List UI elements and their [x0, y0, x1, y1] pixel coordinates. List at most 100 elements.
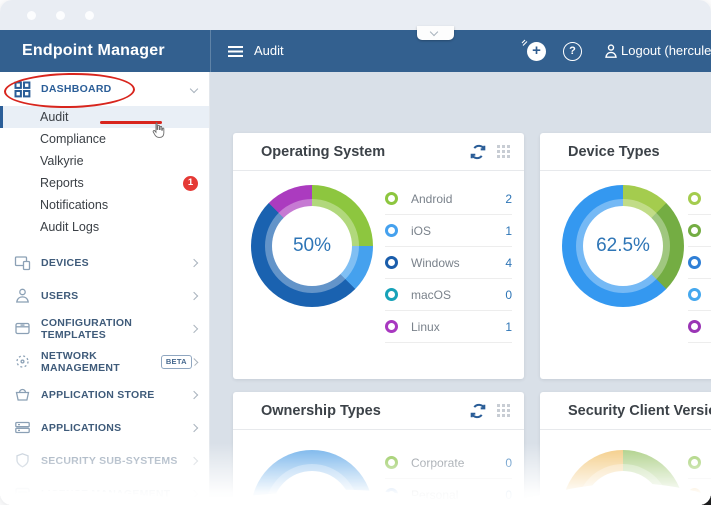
license-icon	[14, 485, 32, 503]
legend-row[interactable]	[688, 311, 711, 343]
grid-menu-icon[interactable]	[497, 145, 510, 158]
legend-row[interactable]: Windows 4	[385, 247, 512, 279]
window-titlebar	[0, 0, 711, 30]
card-operating-system: Operating System 50% Android 2	[233, 133, 524, 379]
legend-ring-icon	[688, 488, 701, 501]
network-icon	[14, 353, 32, 371]
legend-label: Linux	[411, 319, 440, 334]
chevron-right-icon	[189, 258, 199, 267]
store-basket-icon	[14, 386, 32, 404]
legend-row[interactable]: iOS 1	[385, 215, 512, 247]
window-control-dot[interactable]	[85, 11, 94, 20]
ownership-legend: Corporate 0 Personal 0	[385, 447, 512, 505]
refresh-icon[interactable]	[469, 402, 487, 420]
devices-icon	[14, 254, 32, 272]
sidebar-item-network-management[interactable]: NETWORK MANAGEMENT BETA	[0, 345, 209, 378]
page-title: Audit	[254, 43, 284, 58]
help-button[interactable]: ?	[563, 42, 582, 61]
legend-value[interactable]: 0	[505, 487, 512, 502]
os-donut-chart[interactable]: 50%	[251, 185, 373, 307]
legend-row[interactable]: Linux 1	[385, 311, 512, 343]
legend-row[interactable]: Personal 0	[385, 479, 512, 505]
sidebar-item-compliance[interactable]: Compliance	[0, 128, 209, 150]
legend-value[interactable]: 2	[505, 191, 512, 206]
chevron-right-icon	[189, 456, 199, 465]
legend-row[interactable]: macOS 0	[385, 279, 512, 311]
window-control-dot[interactable]	[27, 11, 36, 20]
sidebar-item-label: LICENSE MANAGEMENT	[41, 487, 171, 500]
grid-menu-icon[interactable]	[497, 404, 510, 417]
sidebar-item-users[interactable]: USERS	[0, 279, 209, 312]
sidebar-item-label: NETWORK MANAGEMENT	[41, 349, 120, 374]
sidebar-item-label: USERS	[41, 289, 79, 302]
legend-value[interactable]: 1	[505, 223, 512, 238]
sidebar-item-label: APPLICATION STORE	[41, 388, 155, 401]
legend-value[interactable]: 0	[505, 455, 512, 470]
legend-value[interactable]: 1	[505, 319, 512, 334]
sidebar-item-valkyrie[interactable]: Valkyrie	[0, 150, 209, 172]
users-icon	[14, 287, 32, 305]
header-pulldown-tab[interactable]	[417, 26, 454, 40]
sidebar-subitem-label: Audit Logs	[40, 220, 100, 234]
beta-badge: BETA	[160, 354, 192, 369]
sidebar: DASHBOARD Audit Compliance Valkyrie Repo…	[0, 72, 210, 505]
card-security-client-version: Security Client Version (	[540, 392, 711, 505]
app-header: Endpoint Manager Audit + ? Logout (hercu…	[0, 30, 711, 72]
legend-row[interactable]	[688, 247, 711, 279]
legend-ring-icon	[688, 456, 701, 469]
os-legend: Android 2 iOS 1 Windows 4	[385, 183, 512, 343]
sidebar-item-audit-logs[interactable]: Audit Logs	[0, 216, 209, 238]
chevron-right-icon	[189, 324, 199, 333]
legend-label: iOS	[411, 223, 432, 238]
sidebar-item-application-store[interactable]: APPLICATION STORE	[0, 378, 209, 411]
legend-value[interactable]: 4	[505, 255, 512, 270]
donut-center-value: 62.5%	[596, 235, 650, 256]
sidebar-item-audit[interactable]: Audit	[0, 106, 209, 128]
sidebar-item-label: DASHBOARD	[41, 83, 112, 95]
sidebar-item-configuration-templates[interactable]: CONFIGURATION TEMPLATES	[0, 312, 209, 345]
legend-row[interactable]	[688, 447, 711, 479]
sidebar-item-devices[interactable]: DEVICES	[0, 246, 209, 279]
legend-ring-icon	[688, 224, 701, 237]
chevron-down-icon	[429, 27, 439, 37]
legend-row[interactable]	[688, 183, 711, 215]
chevron-right-icon	[189, 489, 199, 498]
sidebar-subitem-label: Valkyrie	[40, 154, 84, 168]
sidebar-item-label: CONFIGURATION TEMPLATES	[41, 316, 133, 341]
menu-hamburger-icon[interactable]	[228, 46, 243, 49]
legend-ring-icon	[385, 192, 398, 205]
device-types-legend	[688, 183, 711, 343]
card-header: Security Client Version (	[540, 392, 711, 430]
donut-center-value: 50%	[292, 235, 332, 256]
security-client-donut-chart[interactable]	[562, 450, 684, 505]
legend-ring-icon	[688, 192, 701, 205]
sidebar-item-license-management[interactable]: LICENSE MANAGEMENT	[0, 477, 209, 505]
dashboard-content: Operating System 50% Android 2	[210, 72, 711, 505]
ownership-donut-chart[interactable]	[251, 450, 373, 505]
templates-icon	[14, 320, 32, 338]
legend-row[interactable]	[688, 279, 711, 311]
annotation-underline	[100, 121, 162, 124]
card-device-types: Device Types 62.5%	[540, 133, 711, 379]
legend-label: Android	[411, 191, 453, 206]
legend-value[interactable]: 0	[505, 287, 512, 302]
legend-ring-icon	[385, 288, 398, 301]
enroll-device-button[interactable]: +	[527, 42, 546, 61]
sidebar-item-notifications[interactable]: Notifications	[0, 194, 209, 216]
legend-label: macOS	[411, 287, 452, 302]
applications-icon	[14, 419, 32, 437]
sidebar-item-security-sub-systems[interactable]: SECURITY SUB-SYSTEMS	[0, 444, 209, 477]
sidebar-item-reports[interactable]: Reports 1	[0, 172, 209, 194]
device-types-donut-chart[interactable]: 62.5%	[562, 185, 684, 307]
logout-button[interactable]: Logout (herculesp	[621, 43, 711, 58]
window-control-dot[interactable]	[56, 11, 65, 20]
sidebar-item-applications[interactable]: APPLICATIONS	[0, 411, 209, 444]
refresh-icon[interactable]	[469, 143, 487, 161]
security-client-legend	[688, 447, 711, 505]
card-title: Operating System	[261, 143, 386, 160]
legend-row[interactable]	[688, 479, 711, 505]
legend-row[interactable]	[688, 215, 711, 247]
legend-row[interactable]: Android 2	[385, 183, 512, 215]
legend-row[interactable]: Corporate 0	[385, 447, 512, 479]
sidebar-item-dashboard[interactable]: DASHBOARD	[0, 72, 209, 106]
